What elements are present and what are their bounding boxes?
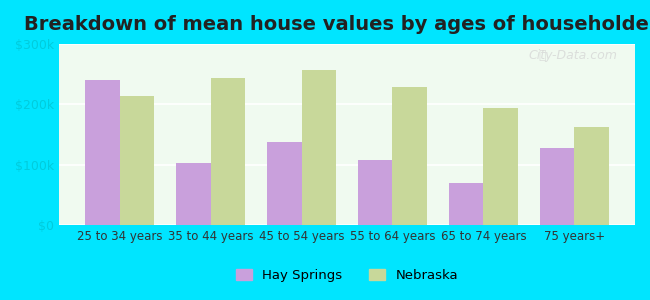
Text: ⓘ: ⓘ [538, 49, 546, 62]
Bar [120, 96, 154, 225]
Bar [574, 127, 609, 225]
Bar [85, 80, 120, 225]
Bar [358, 160, 393, 225]
Bar [267, 142, 302, 225]
Bar [302, 70, 336, 225]
Bar [448, 183, 484, 225]
Bar [176, 163, 211, 225]
Title: Breakdown of mean house values by ages of householders: Breakdown of mean house values by ages o… [24, 15, 650, 34]
Bar [393, 87, 427, 225]
Legend: Hay Springs, Nebraska: Hay Springs, Nebraska [231, 263, 463, 287]
Bar [484, 109, 518, 225]
Bar [540, 148, 574, 225]
Bar [211, 78, 245, 225]
Text: City-Data.com: City-Data.com [529, 49, 617, 62]
